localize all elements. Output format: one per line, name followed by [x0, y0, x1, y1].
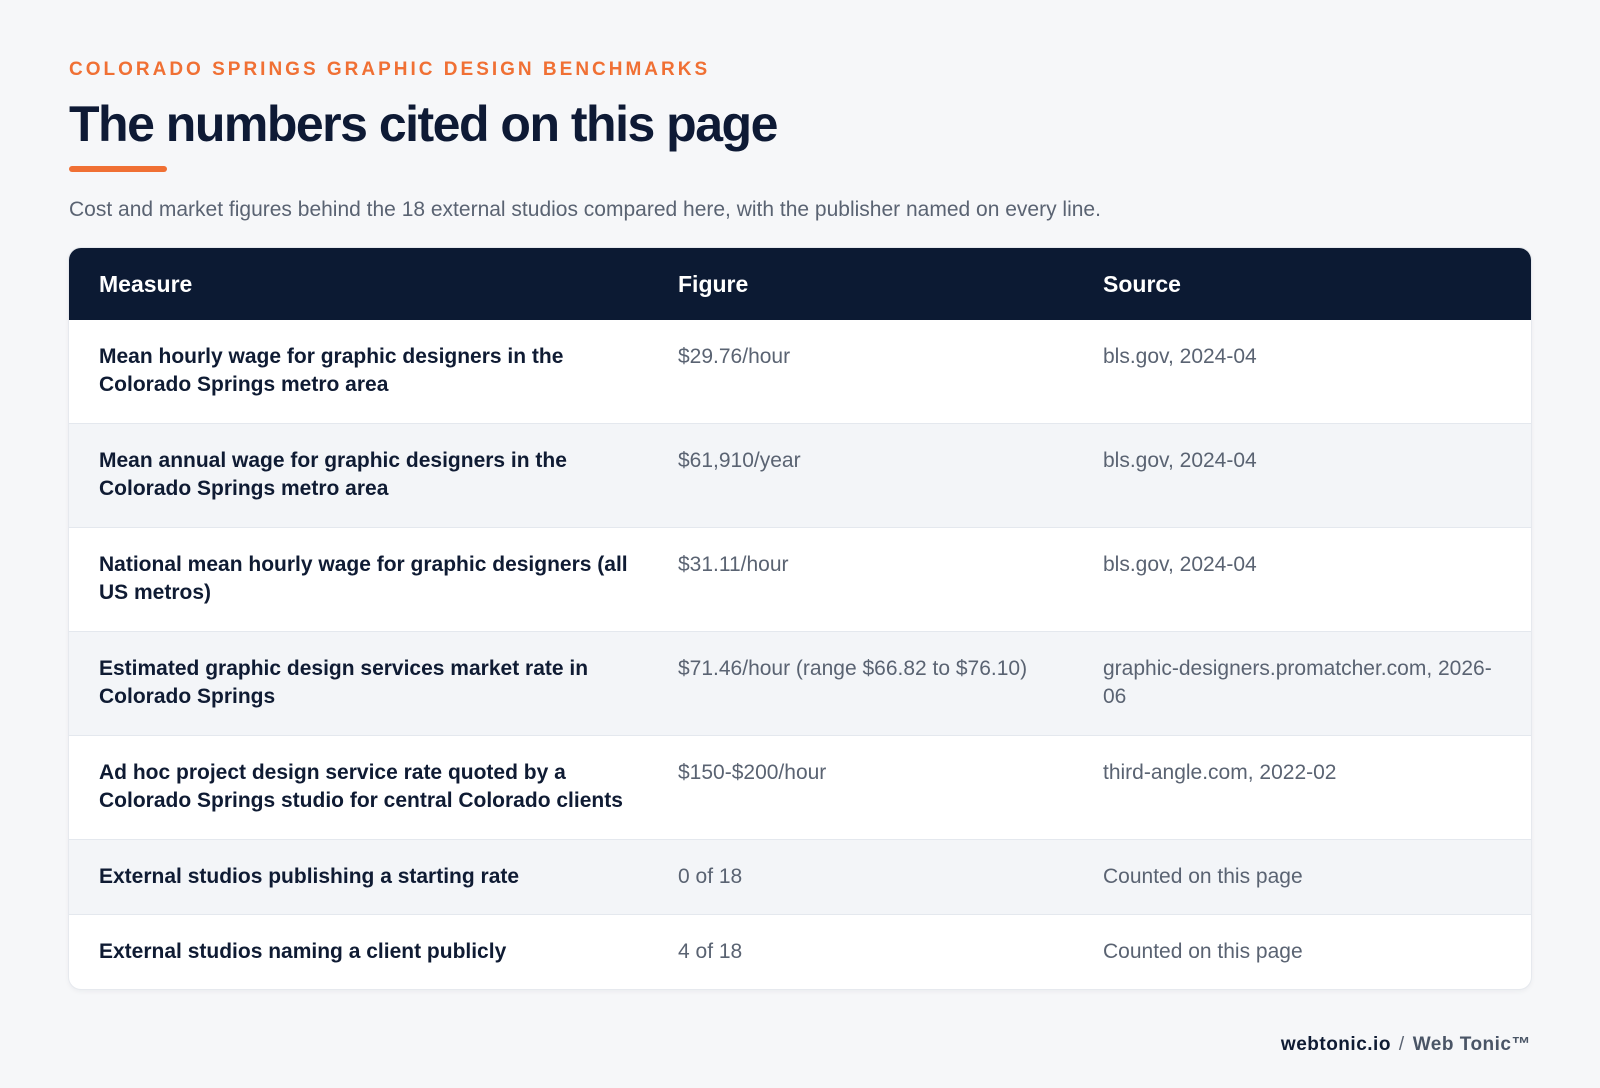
page-subtitle: Cost and market figures behind the 18 ex… [69, 198, 1101, 221]
column-header-figure: Figure [678, 270, 749, 297]
table-row: External studios naming a client publicl… [69, 914, 1531, 989]
table-header: Measure Figure Source [69, 248, 1531, 320]
measure-cell: Estimated graphic design services market… [99, 657, 589, 708]
measure-cell: Mean annual wage for graphic designers i… [99, 449, 567, 500]
measure-cell: Ad hoc project design service rate quote… [99, 761, 623, 812]
benchmarks-card: COLORADO SPRINGS GRAPHIC DESIGN BENCHMAR… [69, 58, 1531, 989]
footer-separator: / [1398, 1034, 1405, 1055]
column-header-source: Source [1103, 270, 1181, 297]
source-cell: bls.gov, 2024-04 [1103, 449, 1257, 472]
figure-cell: $71.46/hour (range $66.82 to $76.10) [678, 657, 1028, 680]
eyebrow-label: COLORADO SPRINGS GRAPHIC DESIGN BENCHMAR… [69, 59, 711, 80]
measure-cell: External studios naming a client publicl… [99, 940, 507, 963]
figure-cell: $150-$200/hour [678, 761, 827, 784]
figure-cell: $61,910/year [678, 449, 801, 472]
source-cell: third-angle.com, 2022-02 [1103, 761, 1337, 784]
table-row: Mean annual wage for graphic designers i… [69, 423, 1531, 527]
measure-cell: External studios publishing a starting r… [99, 865, 520, 888]
table-row: External studios publishing a starting r… [69, 839, 1531, 914]
footer-credit: webtonic.io / Web Tonic™ [1281, 1033, 1531, 1057]
source-cell: Counted on this page [1103, 865, 1303, 888]
page-title: The numbers cited on this page [69, 96, 778, 152]
source-cell: bls.gov, 2024-04 [1103, 553, 1257, 576]
source-cell: Counted on this page [1103, 940, 1303, 963]
figure-cell: $31.11/hour [678, 553, 789, 576]
table-body: Mean hourly wage for graphic designers i… [69, 320, 1531, 989]
source-cell: bls.gov, 2024-04 [1103, 345, 1257, 368]
table-row: National mean hourly wage for graphic de… [69, 527, 1531, 631]
table-row: Estimated graphic design services market… [69, 631, 1531, 735]
measure-cell: National mean hourly wage for graphic de… [99, 553, 628, 604]
column-header-measure: Measure [99, 270, 193, 297]
figure-cell: 0 of 18 [678, 865, 743, 888]
table-row: Mean hourly wage for graphic designers i… [69, 320, 1531, 423]
benchmarks-table: Measure Figure Source Mean hourly wage f… [69, 248, 1531, 989]
figure-cell: 4 of 18 [678, 940, 743, 963]
footer-domain: webtonic.io [1280, 1034, 1391, 1055]
table-row: Ad hoc project design service rate quote… [69, 735, 1531, 839]
measure-cell: Mean hourly wage for graphic designers i… [99, 345, 564, 396]
figure-cell: $29.76/hour [678, 345, 791, 368]
footer-brand: Web Tonic™ [1412, 1034, 1531, 1055]
title-underline [69, 166, 167, 172]
source-cell: graphic-designers.promatcher.com, 2026-0… [1103, 657, 1492, 708]
